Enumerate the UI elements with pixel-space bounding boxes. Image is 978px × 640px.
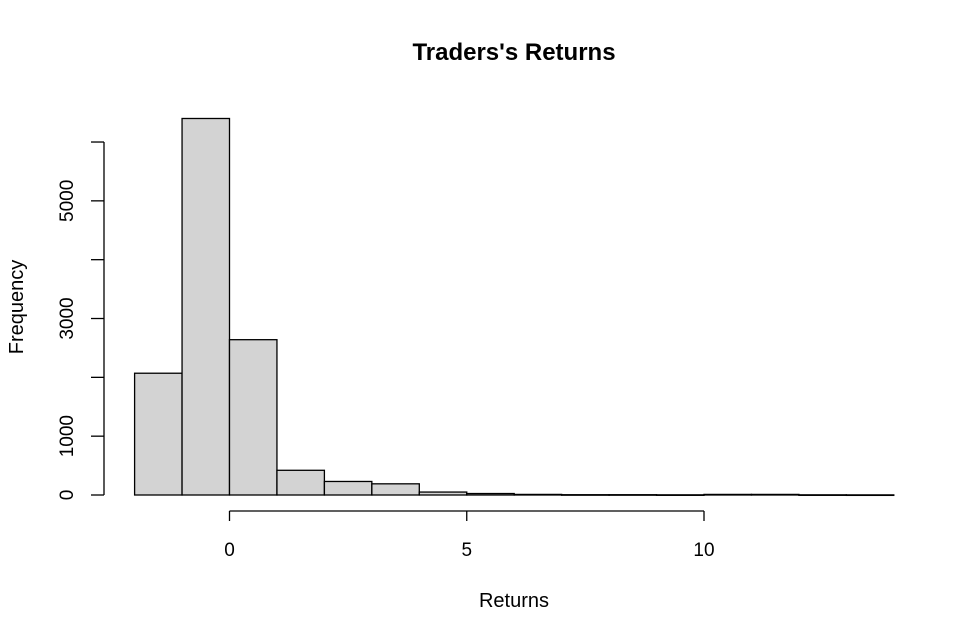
x-axis: 0 5 10 (224, 510, 715, 561)
histogram-bar-0 (133, 372, 183, 496)
histogram-bar-6 (418, 491, 468, 496)
y-tick-label-1: 1000 (57, 415, 78, 457)
histogram-bar-15 (845, 494, 895, 497)
histogram-bar-10 (608, 494, 658, 496)
bars-group (133, 117, 895, 497)
histogram-bar-8 (513, 493, 563, 496)
x-tick-label-0: 0 (224, 540, 235, 561)
histogram-bar-7 (466, 492, 515, 496)
histogram-bar-11 (655, 494, 705, 496)
histogram-bar-9 (561, 494, 610, 496)
x-axis-label: Returns (479, 590, 549, 612)
y-axis: 0 1000 3000 5000 (57, 141, 105, 501)
histogram-bar-13 (750, 493, 800, 496)
y-axis-label: Frequency (6, 260, 28, 355)
y-tick-label-3: 3000 (57, 297, 78, 339)
histogram-bar-1 (181, 117, 231, 496)
x-tick-label-2: 10 (693, 540, 714, 561)
chart-title: Traders's Returns (412, 39, 615, 66)
histogram-bar-12 (703, 493, 753, 496)
y-tick-label-0: 0 (57, 490, 78, 501)
histogram-bar-3 (276, 469, 326, 496)
histogram-bar-2 (228, 339, 278, 496)
histogram-bar-14 (798, 494, 848, 496)
x-tick-label-1: 5 (461, 540, 472, 561)
histogram-bar-4 (323, 480, 373, 496)
y-tick-label-5: 5000 (57, 180, 78, 222)
histogram-bar-5 (371, 483, 420, 496)
